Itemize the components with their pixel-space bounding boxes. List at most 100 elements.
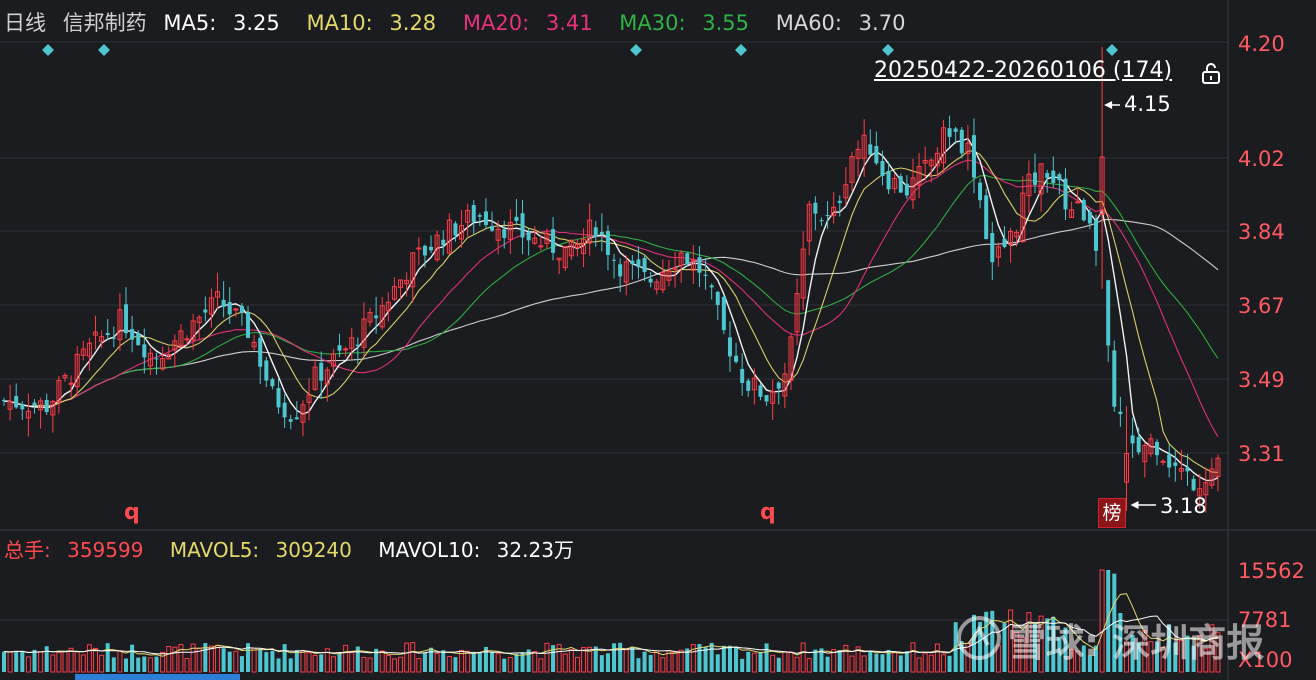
q-marker[interactable]: q [760,500,776,525]
candle-body [538,245,544,248]
volume-bar [62,651,68,673]
volume-bar [398,656,404,673]
price-tick: 3.49 [1238,368,1285,392]
candle-body [721,296,726,331]
candle-body [398,279,404,288]
volume-bar [203,643,208,672]
candle-body [62,374,68,379]
candle-body [434,234,440,261]
volume-bar [429,647,434,672]
candle-body [355,344,360,347]
volume-bar [99,654,105,673]
volume-bar [483,646,488,672]
volume-bar [184,657,190,673]
candle-body [612,259,617,261]
candle-body [630,260,635,265]
volume-bar [1063,627,1068,672]
volume-bar [782,651,788,673]
volume-bar [849,655,855,673]
high-label: 4.15 [1124,92,1171,116]
volume-bar [246,643,251,672]
stock-name: 信邦制药 [62,11,147,35]
candle-body [1063,178,1068,210]
volume-bar [404,642,410,673]
volume-bar [264,652,269,672]
annotation-arrows [1104,101,1156,509]
candle-body [740,368,745,383]
candle-body [208,297,214,315]
candle-body [1154,441,1159,456]
low-label: 3.18 [1160,494,1207,518]
candle-body [654,281,660,290]
candle-body [86,342,92,357]
volume-bar [910,642,916,673]
volume-bar [898,655,903,672]
ranking-tag[interactable]: 榜 [1098,498,1126,528]
volume-bar [819,648,824,672]
volume-bar [227,651,232,672]
candle-body [142,344,147,358]
candle-body [14,396,19,408]
volume-bar [892,652,898,673]
volume-bar [904,651,909,672]
volume-bar [1123,641,1129,673]
chart-scrollbar[interactable] [75,674,240,680]
candle-body [416,247,422,250]
candle-body [1093,219,1098,251]
volume-tick: 7781 [1238,608,1292,632]
ma30-label: MA30: 3.55 [619,11,750,35]
candle-body [56,380,62,403]
candle-body [147,352,153,367]
candle-body [703,274,708,276]
candle-body [984,195,989,240]
volume-bar [80,654,86,673]
period-label[interactable]: 日线 [4,11,46,35]
candle-body [251,341,257,348]
event-marker-icon [42,44,54,56]
candle-body [574,244,580,248]
candle-body [343,348,349,351]
volume-unit: X100 [1238,648,1293,672]
candle-body [495,228,501,241]
ma20-label: MA20: 3.41 [462,11,593,35]
candle-body [172,340,178,351]
candle-body [319,362,324,381]
candle-body [50,400,56,416]
candle-body [391,286,397,300]
candle-body [1051,170,1056,183]
volume-bar [1136,642,1141,672]
volume-bar [916,657,922,673]
volume-bar [410,642,416,673]
volume-bar [1081,645,1086,672]
candle-body [111,337,116,339]
date-range-label[interactable]: 20250422-20260106 (174) [874,58,1173,83]
volume-bar [562,653,568,673]
candle-body [1069,209,1075,218]
candle-body [446,219,452,254]
candle-body [68,382,74,385]
volume-bar [56,651,62,673]
q-marker[interactable]: q [124,500,140,525]
volume-bar [1154,641,1159,672]
candle-body [770,391,776,404]
candle-body [465,209,471,223]
candle-body [971,135,976,178]
candle-body [44,399,49,413]
volume-bar [147,657,153,673]
volume-bar [1099,569,1105,673]
volume-bar [978,621,983,672]
candle-body [514,216,519,221]
volume-bar [38,651,44,673]
volume-bar [934,643,940,673]
volume-ma-lines [3,593,1219,657]
volume-bar [1057,637,1062,672]
volume-bar [166,645,172,673]
candle-body [764,395,769,402]
candle-body [532,237,538,244]
candle-body [166,353,172,360]
candle-body [953,128,958,132]
mavol5-label: MAVOL5: 309240 [169,538,352,562]
lock-icon[interactable] [1200,62,1222,84]
volume-bar [86,644,92,673]
